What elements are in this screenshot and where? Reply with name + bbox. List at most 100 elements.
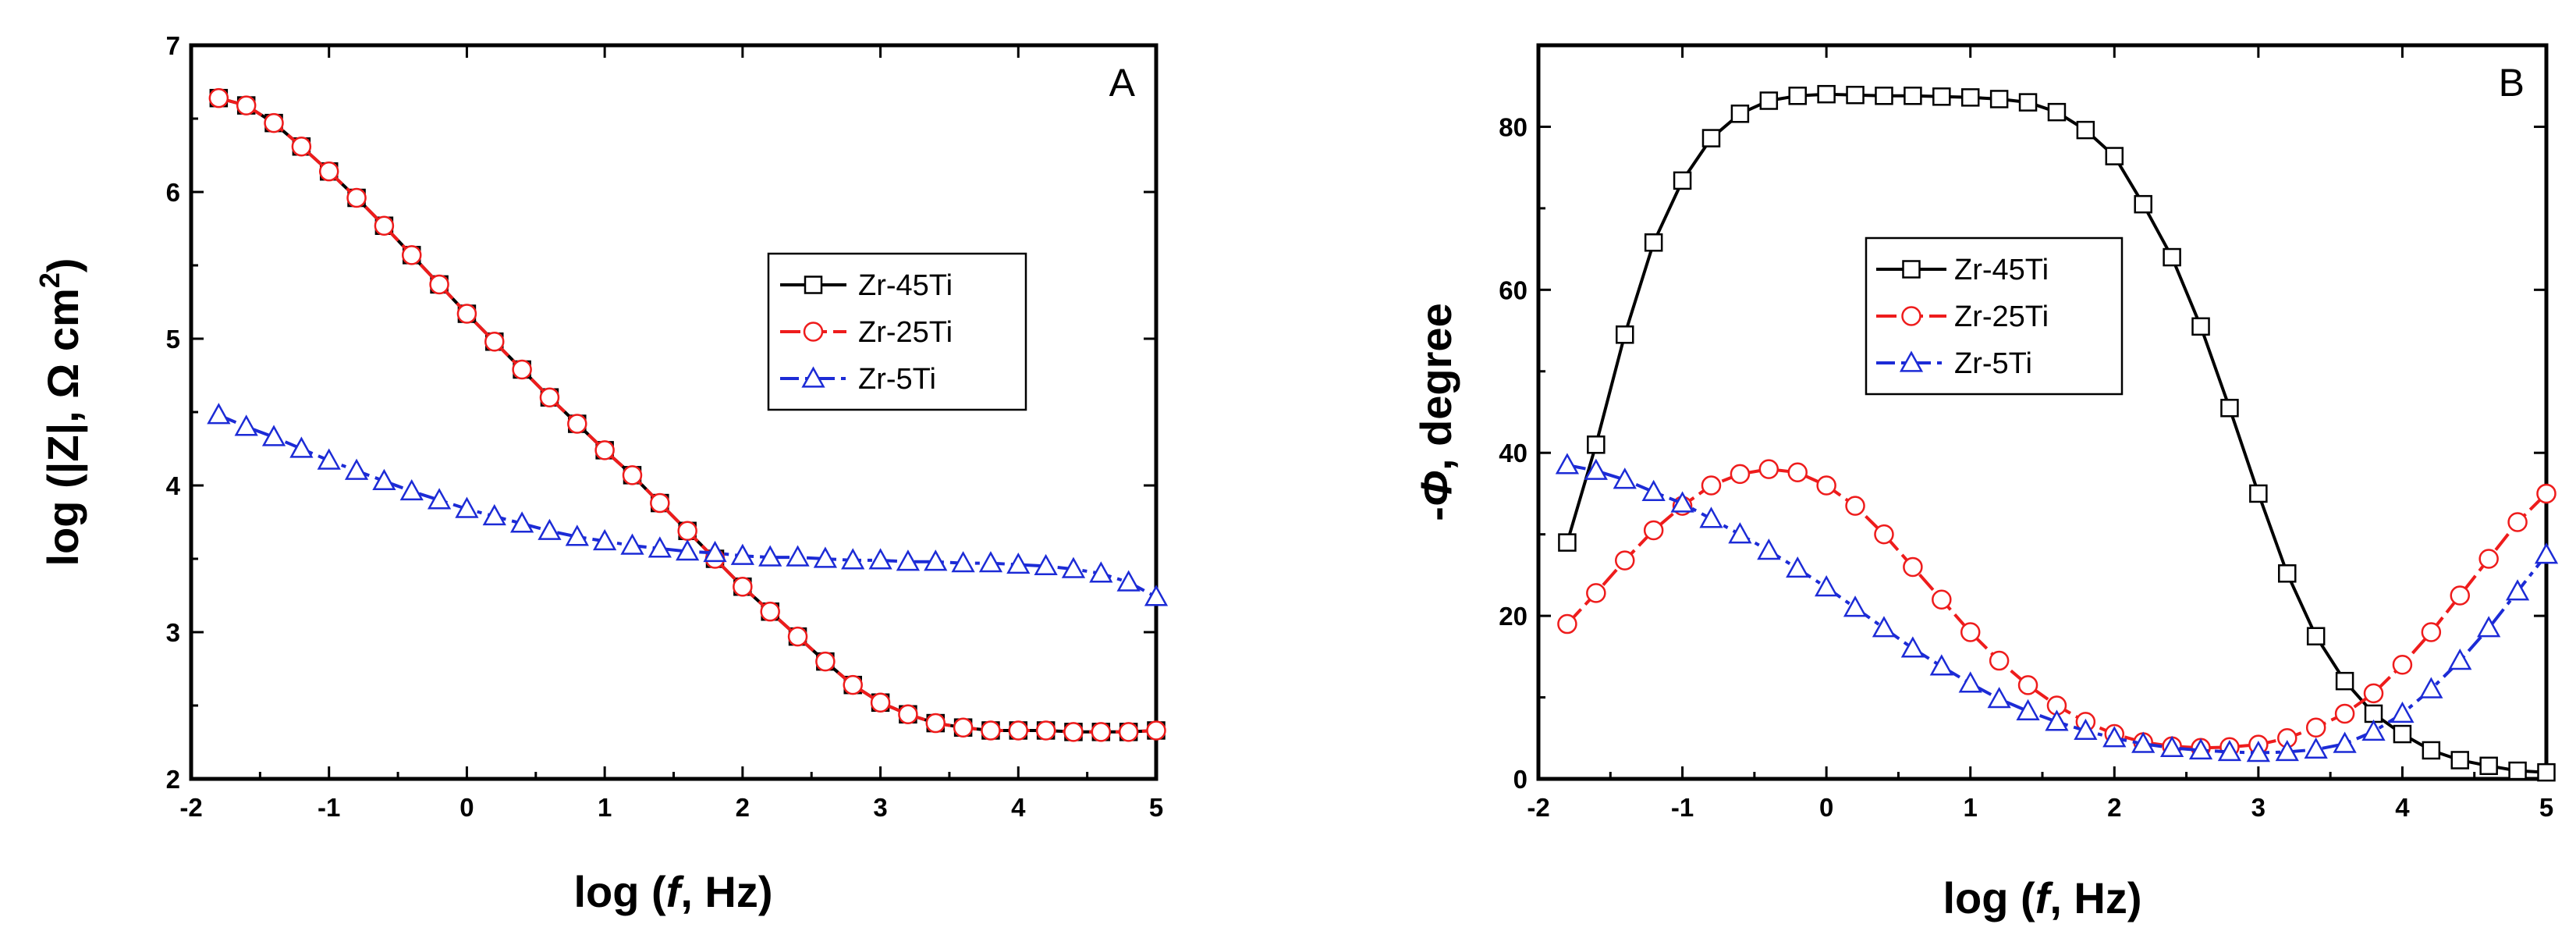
- y-tick-label: 60: [1499, 275, 1528, 304]
- series-zr-5ti: [207, 403, 1169, 606]
- data-point: [208, 87, 229, 108]
- data-point: [2278, 564, 2297, 583]
- data-point: [620, 533, 644, 555]
- data-point: [234, 414, 258, 436]
- data-point: [951, 551, 975, 573]
- data-point: [2392, 655, 2413, 675]
- data-point: [2163, 247, 2181, 267]
- data-point: [1644, 233, 1663, 252]
- data-point: [2361, 719, 2386, 741]
- data-point: [2505, 579, 2530, 601]
- legend-marker: [1899, 350, 1924, 372]
- data-point: [2134, 194, 2152, 214]
- data-point: [868, 548, 892, 570]
- data-point: [1815, 574, 1839, 597]
- y-tick-label: 3: [166, 618, 180, 647]
- y-axis-label-prefix: log (|Z|, Ω cm: [38, 288, 88, 566]
- legend-marker: [804, 275, 823, 294]
- data-point: [2275, 739, 2299, 762]
- data-point: [1872, 616, 1897, 638]
- data-point: [2016, 699, 2040, 720]
- data-point: [1730, 104, 1750, 123]
- data-point: [2047, 102, 2067, 122]
- x-tick-label: 0: [459, 793, 474, 822]
- data-point: [318, 161, 339, 182]
- data-point: [1035, 720, 1056, 741]
- legend-label: Zr-5Ti: [1954, 347, 2032, 380]
- x-axis-label: log (f, Hz): [1943, 873, 2141, 922]
- data-point: [1586, 583, 1606, 603]
- data-point: [482, 503, 506, 526]
- x-tick-label: 1: [1964, 793, 1978, 822]
- data-point: [2477, 616, 2501, 638]
- y-axis-label: -Φ, degree: [1411, 303, 1460, 521]
- data-point: [1673, 171, 1692, 190]
- plot-frame-a: [189, 43, 1158, 781]
- data-point: [317, 448, 341, 470]
- data-point: [2018, 93, 2038, 112]
- data-point: [2249, 484, 2268, 503]
- x-tick-label: -1: [318, 793, 340, 822]
- x-tick-label: -1: [1671, 793, 1694, 822]
- series-zr-25ti: [208, 87, 1166, 742]
- data-point: [2393, 724, 2412, 744]
- data-point: [593, 528, 617, 551]
- y-tick-label: 4: [166, 471, 181, 500]
- data-point: [207, 403, 231, 425]
- data-point: [925, 713, 946, 734]
- panel-label: B: [2499, 61, 2525, 105]
- data-point: [1006, 552, 1031, 574]
- data-point: [813, 546, 838, 568]
- data-point: [2017, 675, 2038, 695]
- legend-a: Zr-45Ti Zr-25Ti Zr-5Ti: [767, 252, 1027, 411]
- y-tick-label: 6: [166, 178, 180, 207]
- data-point: [1757, 538, 1781, 560]
- series-zr-5ti: [1555, 453, 2559, 762]
- data-point: [1118, 722, 1139, 742]
- ticks-a: -2 -1 0 1 2 3 4 5 2 3 4 5 6 7: [166, 31, 1164, 822]
- data-point: [1787, 462, 1808, 483]
- data-point: [484, 332, 505, 352]
- y-tick-label: 0: [1513, 765, 1528, 794]
- data-point: [730, 543, 754, 565]
- data-point: [1728, 522, 1752, 544]
- data-point: [2306, 627, 2326, 645]
- x-tick-label: 0: [1819, 793, 1833, 822]
- legend-label: Zr-25Ti: [1954, 300, 2049, 333]
- data-point: [2537, 762, 2556, 782]
- data-point: [2334, 703, 2355, 724]
- data-point: [978, 551, 1003, 573]
- legend-label: Zr-45Ti: [1954, 254, 2049, 286]
- data-point: [455, 496, 479, 518]
- data-point: [344, 458, 369, 480]
- data-point: [2478, 549, 2499, 569]
- x-tick-label: 4: [2395, 793, 2410, 822]
- data-point: [1875, 87, 1893, 105]
- data-point: [815, 651, 836, 672]
- y-axis-label: log (|Z|, Ω cm2): [34, 258, 88, 567]
- data-point: [539, 387, 560, 407]
- data-point: [2220, 399, 2239, 418]
- data-point: [429, 274, 449, 295]
- x-tick-label: 3: [2251, 793, 2266, 822]
- data-point: [2159, 735, 2184, 757]
- series-a: [207, 87, 1169, 742]
- data-point: [399, 478, 424, 501]
- series-zr-45ti: [1558, 84, 2556, 782]
- data-point: [924, 549, 948, 571]
- data-point: [1641, 479, 1666, 502]
- data-point: [1063, 722, 1084, 742]
- legend-label: Zr-45Ti: [858, 269, 953, 302]
- data-point: [2364, 704, 2383, 723]
- data-point: [1843, 595, 1868, 617]
- data-point: [1786, 556, 1810, 578]
- data-point: [346, 187, 367, 208]
- data-point: [261, 425, 286, 446]
- y-axis-label-prefix: -: [1411, 507, 1460, 521]
- data-point: [1932, 87, 1951, 106]
- series-zr-45ti: [209, 88, 1166, 741]
- legend-label: Zr-5Ti: [858, 363, 936, 396]
- data-point: [2102, 726, 2127, 748]
- data-point: [841, 548, 865, 570]
